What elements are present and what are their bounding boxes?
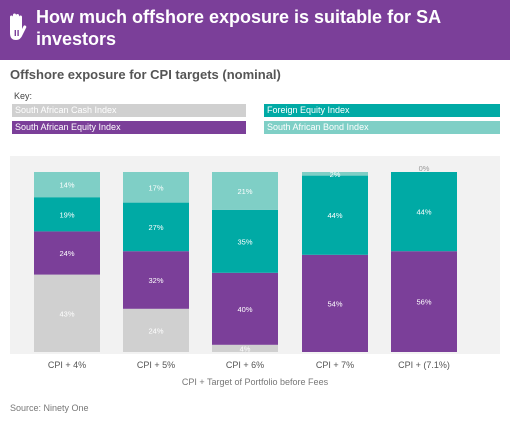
bar-segment: [123, 251, 189, 309]
header-banner: How much offshore exposure is suitable f…: [0, 0, 510, 60]
bar-segment: [212, 344, 278, 352]
data-label: 44%: [327, 211, 342, 220]
x-tick-label: CPI + (7.1%): [398, 360, 450, 370]
page-title: How much offshore exposure is suitable f…: [36, 7, 441, 49]
data-label: 19%: [59, 210, 74, 219]
legend-item-sa-equity: South African Equity Index: [12, 121, 246, 134]
data-label: 24%: [59, 249, 74, 258]
bar-segment: [34, 274, 100, 352]
data-label: 40%: [237, 305, 252, 314]
bar-segment: [123, 308, 189, 352]
legend-item-foreign-equity: Foreign Equity Index: [264, 104, 500, 117]
data-label: 24%: [148, 326, 163, 335]
data-label: 27%: [148, 223, 163, 232]
data-label: 14%: [59, 181, 74, 190]
legend-label: South African Cash Index: [15, 105, 117, 115]
legend-label: South African Equity Index: [15, 122, 121, 132]
x-axis-title: CPI + Target of Portfolio before Fees: [181, 377, 329, 387]
data-label: 2%: [330, 170, 341, 179]
legend-label: Foreign Equity Index: [267, 105, 350, 115]
data-label: 32%: [148, 276, 163, 285]
legend-label: South African Bond Index: [267, 122, 369, 132]
bar-segment: [34, 172, 100, 198]
data-label: 56%: [416, 298, 431, 307]
data-label: 54%: [327, 299, 342, 308]
bar-segment: [302, 254, 368, 352]
bar-segment: [212, 172, 278, 210]
x-tick-label: CPI + 5%: [137, 360, 175, 370]
bar-segment: [212, 272, 278, 345]
data-label: 43%: [59, 309, 74, 318]
bar-segment: [123, 202, 189, 252]
data-label: 17%: [148, 183, 163, 192]
bar-segment: [302, 175, 368, 255]
data-label: 4%: [240, 344, 251, 353]
bar-segment: [123, 172, 189, 203]
x-tick-label: CPI + 6%: [226, 360, 264, 370]
data-label: 44%: [416, 208, 431, 217]
chart-title: Offshore exposure for CPI targets (nomin…: [10, 67, 281, 82]
data-label: 35%: [237, 237, 252, 246]
source-note: Source: Ninety One: [10, 403, 89, 413]
legend-item-cash: South African Cash Index: [12, 104, 246, 117]
hand-logo-icon: [10, 13, 27, 40]
data-label: 21%: [237, 187, 252, 196]
bar-segment: [391, 172, 457, 252]
legend-title: Key:: [14, 91, 33, 101]
legend-item-sa-bond: South African Bond Index: [264, 121, 500, 134]
x-tick-label: CPI + 4%: [48, 360, 86, 370]
bar-segment: [212, 209, 278, 273]
data-label: 0%: [419, 164, 430, 173]
bar-segment: [34, 231, 100, 275]
bar-segment: [302, 172, 368, 176]
bar-segment: [34, 197, 100, 232]
x-tick-label: CPI + 7%: [316, 360, 354, 370]
bar-segment: [391, 251, 457, 352]
